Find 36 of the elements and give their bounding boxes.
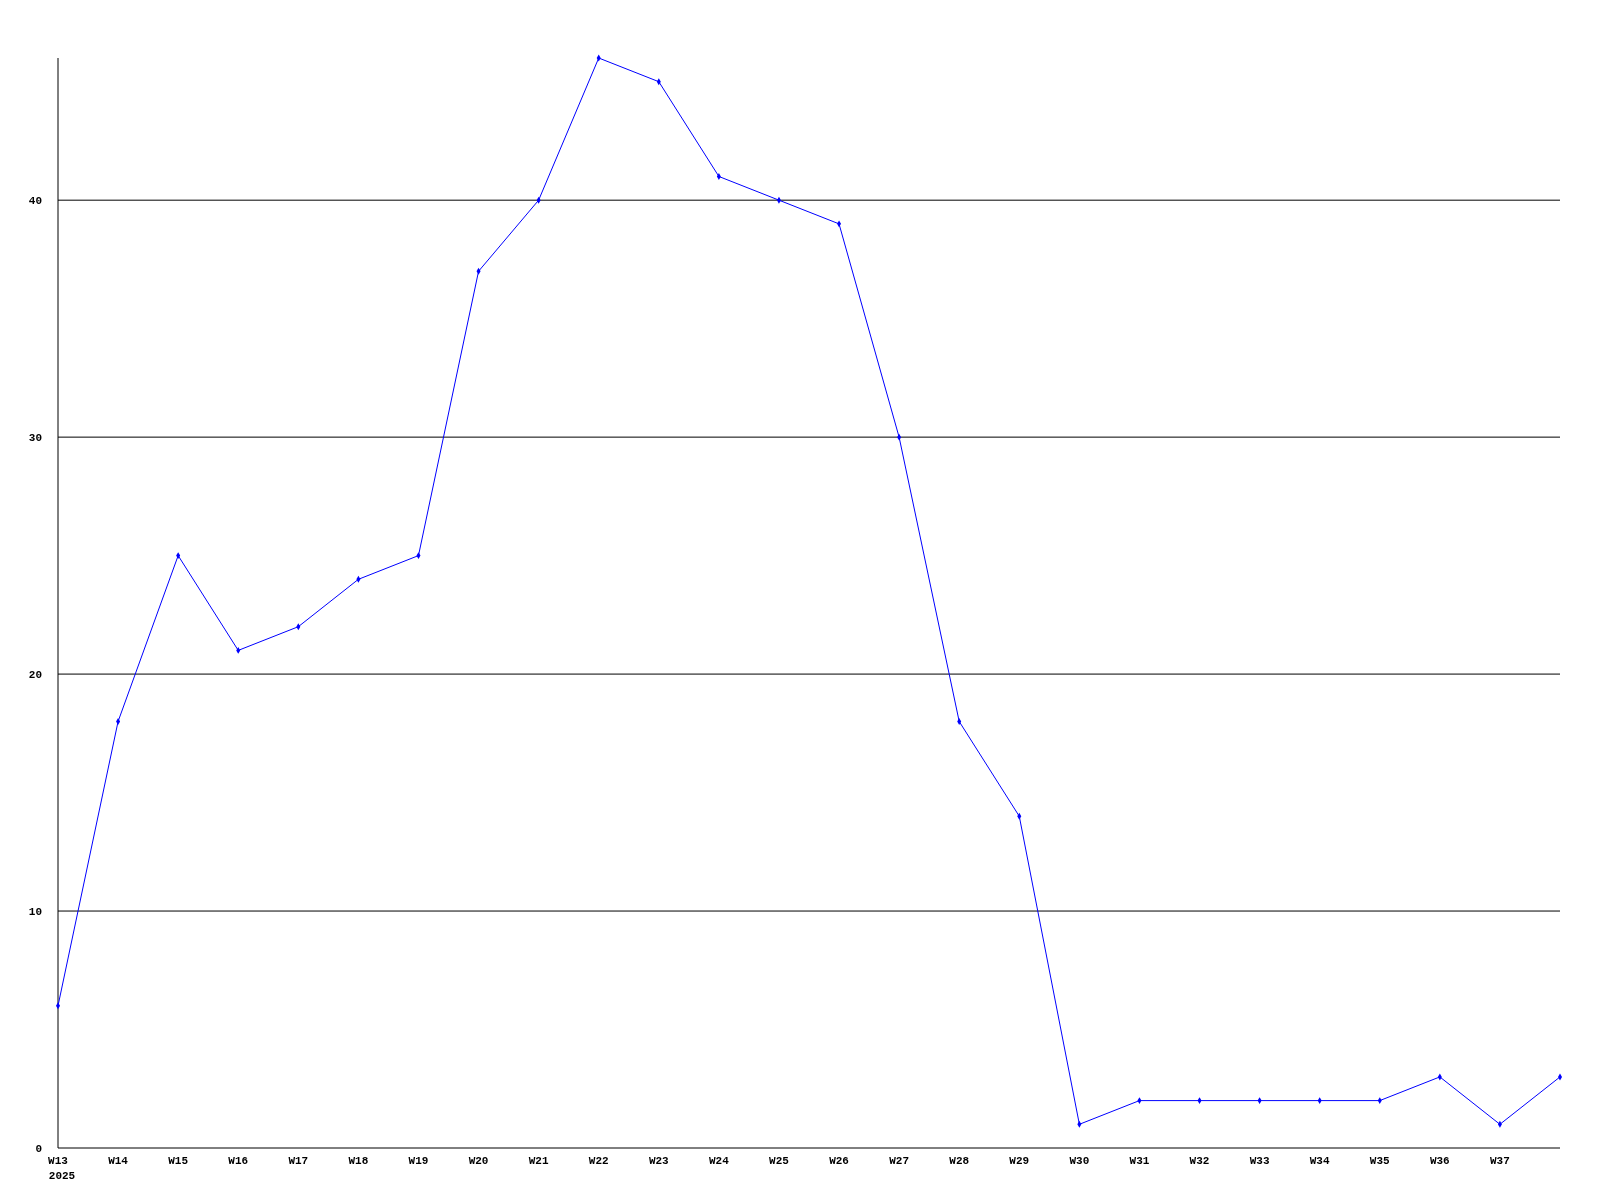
x-tick-label: W23	[648, 1155, 670, 1167]
x-tick-label: W25	[769, 1155, 790, 1167]
x-tick-label: W17	[288, 1155, 309, 1167]
x-tick-label: W14	[108, 1155, 129, 1167]
text: 2025	[48, 1170, 76, 1182]
y-tick-label: 10	[28, 906, 42, 919]
y-tick-label: 0	[35, 1143, 42, 1155]
y-tick-label: 40	[28, 195, 42, 208]
point	[116, 718, 121, 725]
y-tick-label: 20	[28, 669, 42, 682]
x-tick-label: W33	[1249, 1155, 1270, 1167]
x-tick-label: W37	[1490, 1155, 1510, 1167]
x-tick-label: W21	[528, 1155, 549, 1167]
x-tick-label: W24	[708, 1155, 730, 1167]
x-tick-label: W18	[348, 1155, 369, 1167]
x-tick-label: W30	[1069, 1155, 1090, 1167]
point	[957, 718, 962, 725]
point	[1557, 1073, 1563, 1081]
x-tick-label: W32	[1189, 1155, 1210, 1167]
x-tick-label: W27	[889, 1155, 910, 1167]
y-tick-label: 30	[28, 432, 42, 445]
x-tick-label: W28	[949, 1155, 970, 1167]
x-tick-label: W36	[1429, 1155, 1450, 1167]
x-tick-label: W20	[468, 1155, 489, 1167]
x-tick-label: W35	[1369, 1155, 1391, 1167]
x-tick-label: W31	[1129, 1155, 1150, 1167]
x-tick-label: W29	[1009, 1155, 1030, 1167]
x-tick-label: W19	[408, 1155, 429, 1167]
x-tick-label: W16	[228, 1155, 249, 1167]
x-tick-label: W15	[168, 1155, 189, 1167]
point	[55, 1002, 61, 1010]
point	[716, 173, 721, 180]
x-tick-label: W26	[829, 1155, 849, 1167]
x-tick-label: W34	[1309, 1155, 1330, 1167]
x-tick-label: W13	[48, 1155, 69, 1167]
x-tick-label: W22	[588, 1155, 609, 1167]
